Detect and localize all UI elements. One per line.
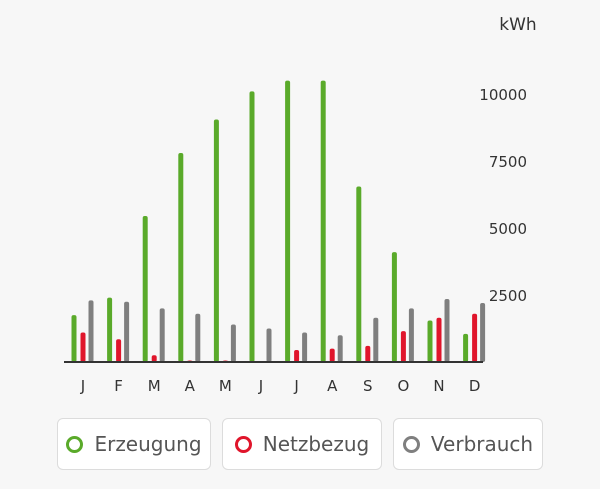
bar-netzbezug-1	[116, 339, 122, 362]
bar-netzbezug-6	[294, 349, 300, 362]
y-tick-label: 5000	[489, 220, 527, 238]
bar-netzbezug-2	[151, 355, 157, 362]
y-tick-label: 10000	[479, 86, 527, 104]
bar-erzeugung-0	[71, 315, 77, 362]
x-tick-label: F	[114, 377, 123, 395]
bar-erzeugung-6	[285, 80, 291, 362]
legend-netzbezug-button[interactable]: Netzbezug	[222, 418, 382, 470]
x-tick-label: O	[397, 377, 409, 395]
x-tick-label: J	[80, 377, 85, 395]
bar-netzbezug-10	[436, 317, 442, 362]
bar-erzeugung-9	[391, 252, 397, 362]
x-tick-label: A	[327, 377, 338, 395]
verbrauch-dot-icon	[402, 435, 420, 453]
bar-verbrauch-10	[444, 299, 450, 362]
bar-erzeugung-10	[427, 320, 433, 362]
bar-erzeugung-1	[107, 297, 113, 362]
bar-erzeugung-3	[178, 152, 184, 362]
erzeugung-dot-icon	[66, 435, 84, 453]
y-tick-label: 2500	[489, 287, 527, 305]
x-tick-label: M	[148, 377, 161, 395]
netzbezug-dot-icon	[234, 435, 252, 453]
legend-erzeugung-label: Erzeugung	[94, 432, 202, 456]
bar-chart: kWh 2500 5000 7500 10000 J F M A M J J A S O N D	[64, 15, 537, 395]
bars	[71, 80, 486, 363]
legend: Erzeugung Netzbezug Verbrauch	[57, 418, 543, 470]
bar-verbrauch-3	[195, 313, 201, 362]
bar-verbrauch-11	[480, 303, 486, 362]
bar-erzeugung-7	[320, 80, 326, 362]
bar-verbrauch-5	[266, 328, 272, 362]
x-tick-label: J	[258, 377, 263, 395]
bar-erzeugung-11	[463, 333, 469, 362]
legend-verbrauch-button[interactable]: Verbrauch	[393, 418, 543, 470]
bar-verbrauch-2	[159, 308, 165, 362]
bar-erzeugung-4	[213, 119, 219, 363]
bar-erzeugung-2	[142, 215, 148, 362]
x-tick-label: S	[363, 377, 373, 395]
bar-verbrauch-1	[124, 301, 130, 362]
bar-erzeugung-5	[249, 91, 255, 362]
x-tick-label: D	[469, 377, 481, 395]
bar-verbrauch-8	[373, 317, 379, 362]
x-tick-label: A	[185, 377, 196, 395]
bar-verbrauch-0	[88, 300, 94, 362]
legend-erzeugung-button[interactable]: Erzeugung	[57, 418, 211, 470]
x-tick-label: J	[293, 377, 298, 395]
bar-netzbezug-9	[400, 331, 406, 362]
legend-netzbezug-label: Netzbezug	[262, 432, 370, 456]
bar-netzbezug-11	[472, 313, 478, 362]
y-axis-ticks: 2500 5000 7500 10000	[479, 86, 527, 305]
bar-netzbezug-7	[329, 348, 335, 362]
bar-erzeugung-8	[356, 186, 362, 362]
x-tick-label: M	[219, 377, 232, 395]
bar-verbrauch-6	[302, 332, 308, 362]
bar-verbrauch-7	[337, 335, 343, 362]
bar-netzbezug-8	[365, 345, 371, 362]
x-tick-label: N	[433, 377, 444, 395]
legend-verbrauch-label: Verbrauch	[430, 432, 534, 456]
unit-label: kWh	[499, 15, 536, 35]
y-tick-label: 7500	[489, 153, 527, 171]
bar-verbrauch-9	[408, 308, 414, 362]
bar-netzbezug-0	[80, 332, 86, 362]
bar-verbrauch-4	[230, 324, 236, 362]
